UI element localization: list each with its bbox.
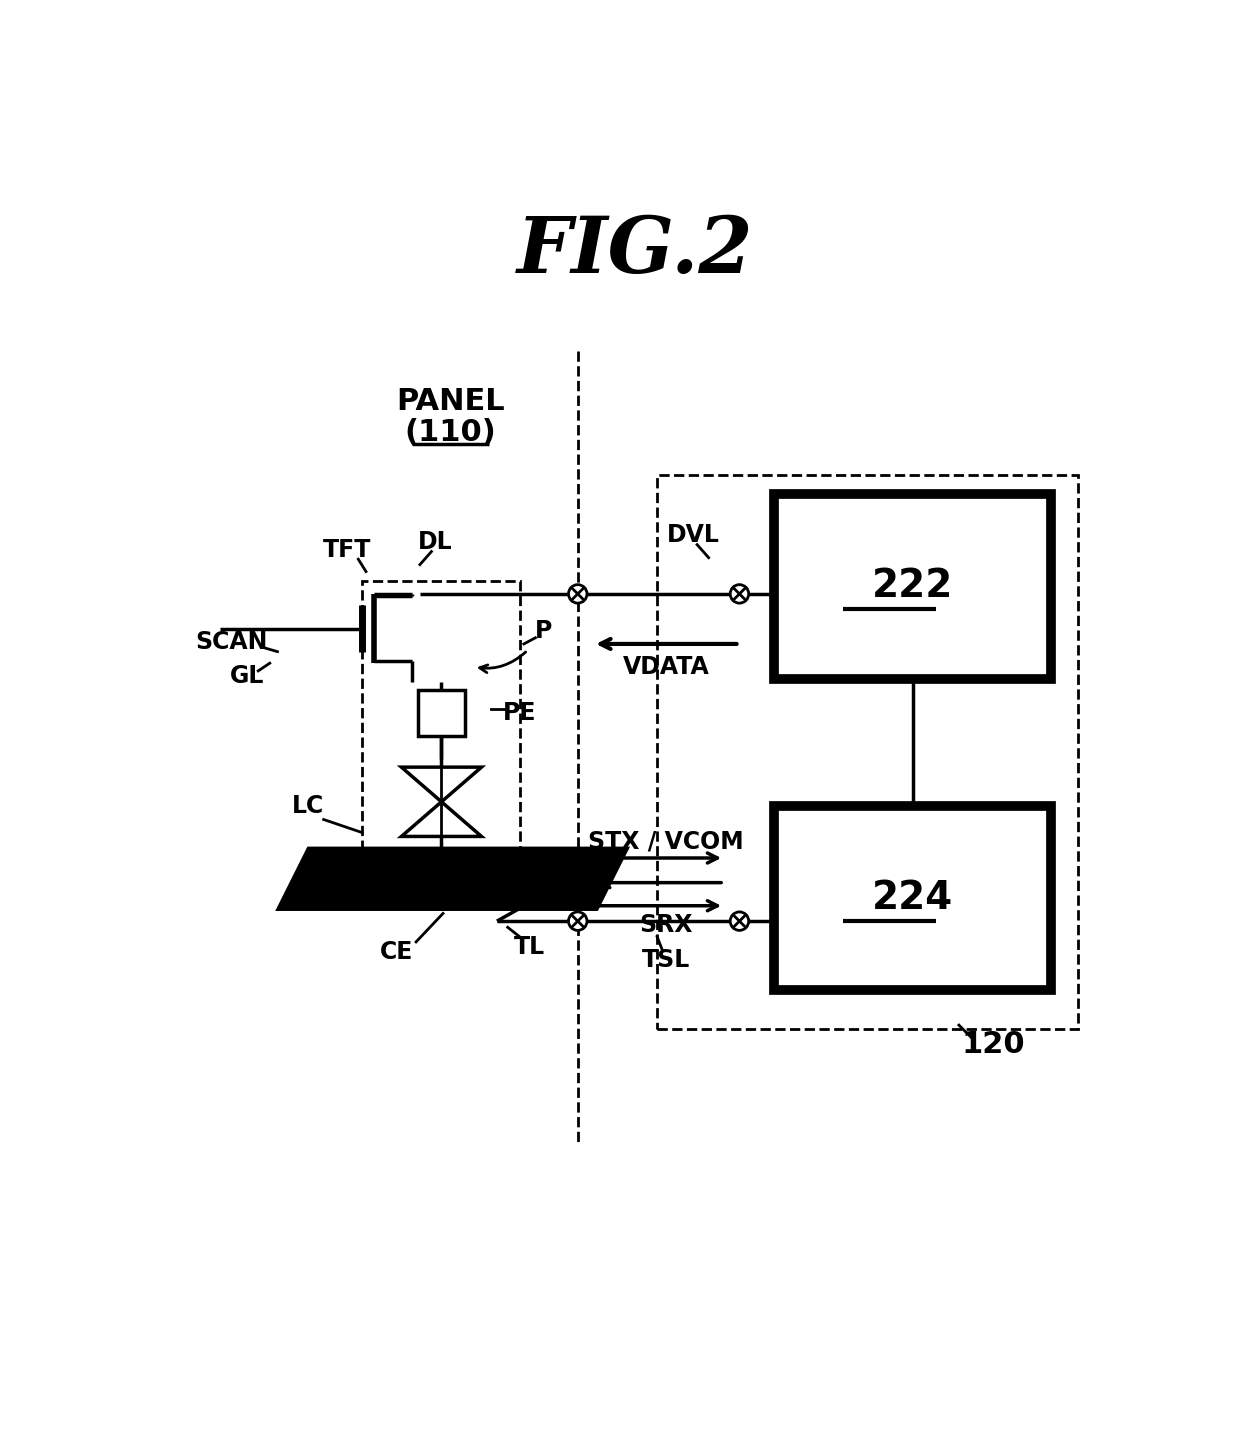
Text: TFT: TFT (322, 539, 371, 562)
Circle shape (568, 912, 587, 931)
Text: GL: GL (229, 664, 264, 688)
Bar (774, 806, 1052, 990)
Circle shape (730, 585, 749, 603)
Text: PE: PE (503, 701, 537, 725)
Text: VDATA: VDATA (622, 655, 709, 680)
Bar (418, 690, 465, 736)
Text: 222: 222 (872, 568, 954, 605)
Circle shape (730, 912, 749, 931)
Text: DVL: DVL (667, 523, 719, 546)
Text: LC: LC (293, 794, 325, 817)
Text: (110): (110) (404, 418, 496, 447)
Text: P: P (534, 619, 552, 643)
Bar (774, 494, 1052, 678)
Text: FIG.2: FIG.2 (517, 213, 754, 289)
Text: SRX: SRX (640, 913, 693, 937)
Circle shape (568, 585, 587, 603)
Text: DL: DL (418, 530, 453, 555)
Text: TSL: TSL (642, 948, 691, 971)
Text: 120: 120 (962, 1029, 1025, 1059)
Bar (362, 581, 520, 905)
Text: 224: 224 (872, 878, 954, 918)
Text: SCAN: SCAN (195, 630, 268, 655)
Bar (657, 475, 1079, 1029)
Text: PANEL: PANEL (397, 386, 505, 415)
Text: CE: CE (381, 939, 413, 964)
Polygon shape (278, 848, 627, 909)
Text: STX / VCOM: STX / VCOM (589, 831, 744, 854)
Text: TL: TL (513, 935, 544, 958)
